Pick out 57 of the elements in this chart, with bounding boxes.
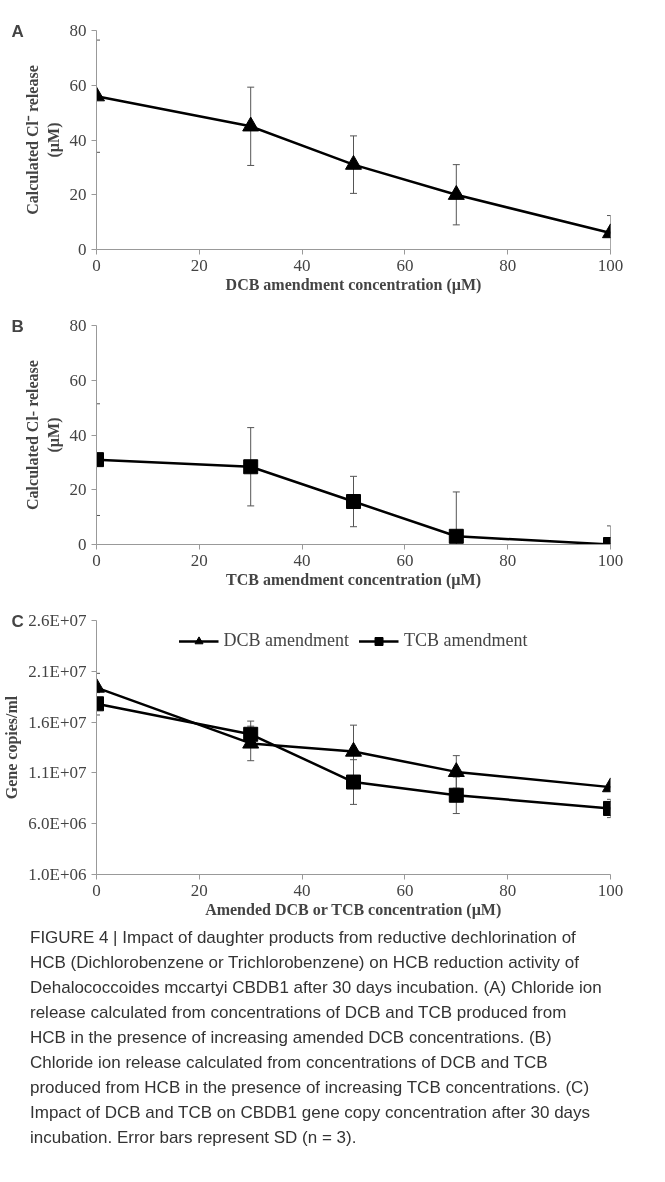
- y-tick-label: 20: [69, 480, 87, 500]
- x-tick-label: 100: [597, 550, 624, 570]
- y-axis-title: Calculated Cl⁻ release (µM): [24, 65, 63, 215]
- y-tick-label: 2.6E+07: [28, 611, 87, 630]
- y-tick-label: 0: [78, 240, 87, 259]
- y-tick-label: 2.1E+07: [28, 661, 87, 681]
- point: [346, 774, 361, 790]
- x-tick-label: 20: [190, 550, 208, 570]
- y-tick-label: 6.0E+06: [28, 814, 87, 834]
- x-axis-title: Amended DCB or TCB concentration (µM): [205, 900, 502, 919]
- y-tick-label: 1.6E+07: [28, 712, 87, 732]
- point: [345, 154, 362, 170]
- y-axis-title: Gene copies/ml: [3, 695, 22, 800]
- text: B: [11, 316, 24, 336]
- point: [447, 185, 465, 200]
- x-tick-label: 0: [92, 550, 101, 570]
- x-tick-label: 100: [597, 255, 624, 275]
- x-tick-label: 60: [396, 880, 414, 900]
- y-axis-title: Calculated Cl- release (µM): [24, 360, 63, 510]
- y-tick-label: 0: [78, 535, 87, 554]
- y-tick-label: 80: [69, 316, 87, 335]
- legend-label: TCB amendment: [404, 630, 528, 651]
- x-axis-title: DCB amendment concentration (µM): [225, 275, 482, 294]
- x-tick-label: 60: [396, 255, 414, 275]
- y-tick-label: 1.1E+07: [28, 763, 87, 783]
- x-tick-label: 60: [396, 550, 414, 570]
- x-tick-label: 40: [293, 550, 311, 570]
- y-tick-label: 40: [69, 425, 87, 445]
- y-tick-label: 40: [69, 130, 87, 150]
- point: [242, 116, 260, 132]
- y-tick-label: 80: [69, 21, 87, 40]
- point: [345, 741, 362, 757]
- x-tick-label: 40: [293, 255, 311, 275]
- legend-label: DCB amendment: [223, 630, 349, 651]
- x-tick-label: 80: [499, 550, 517, 570]
- y-tick-label: 60: [69, 370, 87, 390]
- x-tick-label: 100: [597, 880, 624, 900]
- point: [448, 787, 464, 803]
- y-tick-label: 20: [69, 185, 87, 205]
- point: [447, 762, 465, 777]
- x-axis-title: TCB amendment concentration (µM): [226, 570, 481, 589]
- x-tick-label: 40: [293, 880, 311, 900]
- text: FIGURE 4 | Impact of daughter products from reductive dechlorination of HCB (Dichlorobenzene or Trichlorobenzene) on HCB reduction activity of Dehalococcoides mccartyi CBDB1 after 30 days incubation. (A) Chloride ion release calculated from concentrations of DCB and TCB produced from HCB in the presence of increasing amended DCB concentrations. (B) Chloride ion release calculated from concentrations of DCB and TCB produced from HCB in the presence of increasing TCB concentrations. (C) Impact of DCB and TCB on CBDB1 gene copy concentration after 30 days incubation. Error bars represent SD (n = 3).: [30, 928, 602, 1147]
- point: [243, 726, 259, 742]
- text: A: [11, 21, 24, 41]
- text: C: [11, 611, 24, 631]
- x-tick-label: 0: [92, 255, 101, 275]
- x-tick-label: 80: [499, 880, 517, 900]
- y-tick-label: 60: [69, 75, 87, 95]
- point: [243, 459, 259, 475]
- y-tick-label: 1.0E+06: [28, 865, 87, 884]
- x-tick-label: 20: [190, 255, 208, 275]
- point: [346, 494, 361, 510]
- point: [448, 528, 464, 544]
- x-tick-label: 0: [92, 880, 101, 900]
- x-tick-label: 20: [190, 880, 208, 900]
- x-tick-label: 80: [499, 255, 517, 275]
